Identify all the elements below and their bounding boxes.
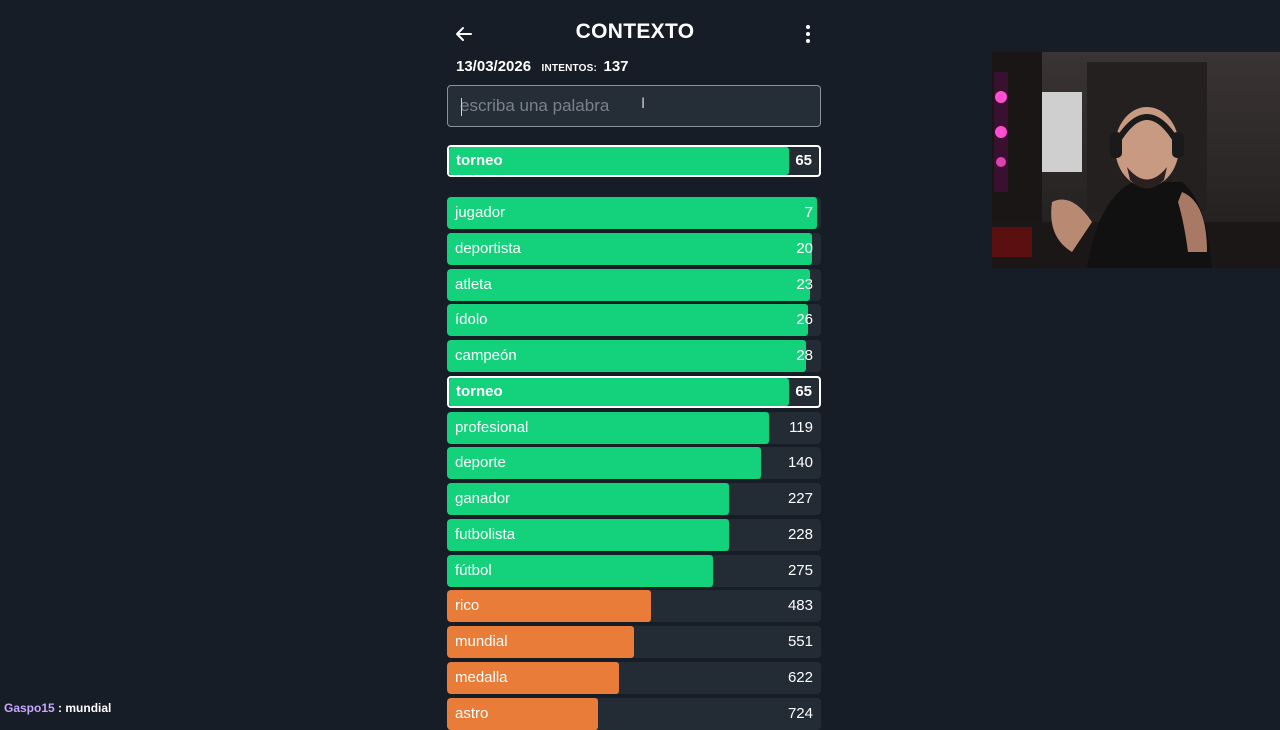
guess-rank: 7 xyxy=(804,204,813,221)
page-title: CONTEXTO xyxy=(575,20,695,43)
contexto-app: CONTEXTO 13/03/2026 INTENTOS: 137 I torn… xyxy=(446,0,824,730)
guess-similarity-bar xyxy=(447,626,634,658)
guess-row: jugador 7 xyxy=(447,197,821,229)
guess-word: deporte xyxy=(455,454,506,471)
guess-row: deporte 140 xyxy=(447,447,821,479)
guess-row: deportista 20 xyxy=(447,233,821,265)
guess-rank: 119 xyxy=(789,419,813,436)
guess-row: mundial 551 xyxy=(447,626,821,658)
guess-row: campeón 28 xyxy=(447,340,821,372)
last-guess-row: torneo 65 xyxy=(447,145,821,177)
guess-rank: 483 xyxy=(787,597,813,614)
guess-similarity-bar xyxy=(447,412,769,444)
attempts-count: 137 xyxy=(603,58,629,75)
guess-row: rico 483 xyxy=(447,590,821,622)
guess-rank: 140 xyxy=(787,454,813,471)
chat-username: Gaspo15 xyxy=(4,701,55,715)
guess-word: campeón xyxy=(455,347,517,364)
guess-word: ídolo xyxy=(455,311,488,328)
more-menu-icon[interactable] xyxy=(798,22,818,46)
guess-rank: 227 xyxy=(787,490,813,507)
guess-row: medalla 622 xyxy=(447,662,821,694)
word-input-box[interactable]: I xyxy=(447,85,821,127)
guess-word: fútbol xyxy=(455,562,492,579)
text-caret xyxy=(461,98,462,116)
guess-row: profesional 119 xyxy=(447,412,821,444)
webcam-scene xyxy=(992,52,1280,268)
guess-similarity-bar xyxy=(447,269,810,301)
guess-rank: 65 xyxy=(795,383,812,400)
guess-word: futbolista xyxy=(455,526,516,543)
guess-rank: 20 xyxy=(796,240,813,257)
guess-similarity-bar xyxy=(447,555,713,587)
guess-row: futbolista 228 xyxy=(447,519,821,551)
back-arrow-icon[interactable] xyxy=(452,18,480,50)
last-guess-rank: 65 xyxy=(795,152,812,169)
guess-similarity-bar xyxy=(447,519,730,551)
guess-similarity-bar xyxy=(447,590,651,622)
ibeam-cursor-icon: I xyxy=(641,96,646,112)
chat-message: Gaspo15 : mundial xyxy=(4,701,111,715)
guess-rank: 622 xyxy=(787,669,813,686)
guess-similarity-bar xyxy=(449,378,790,406)
guess-word: mundial xyxy=(455,633,508,650)
guess-word: ganador xyxy=(455,490,511,507)
guess-similarity-bar xyxy=(447,304,808,336)
guess-rank: 23 xyxy=(796,276,813,293)
chat-text: mundial xyxy=(65,701,112,715)
guess-rank: 724 xyxy=(787,705,813,722)
guess-row: astro 724 xyxy=(447,698,821,730)
last-guess-bar xyxy=(449,147,790,175)
chat-separator: : xyxy=(58,701,63,715)
guess-similarity-bar xyxy=(447,662,620,694)
guess-word: deportista xyxy=(455,240,521,257)
guess-similarity-bar xyxy=(447,340,807,372)
guess-row: torneo 65 xyxy=(447,376,821,408)
guess-word: rico xyxy=(455,597,480,614)
guess-similarity-bar xyxy=(447,447,762,479)
top-bar: CONTEXTO xyxy=(446,18,824,50)
guess-word: medalla xyxy=(455,669,508,686)
guess-row: ganador 227 xyxy=(447,483,821,515)
word-input[interactable] xyxy=(448,86,820,126)
webcam-overlay xyxy=(992,52,1280,268)
guess-similarity-bar xyxy=(447,233,812,265)
guess-row: fútbol 275 xyxy=(447,555,821,587)
guess-word: jugador xyxy=(455,204,506,221)
guess-rank: 26 xyxy=(796,311,813,328)
game-date: 13/03/2026 xyxy=(456,58,532,75)
last-guess-word: torneo xyxy=(456,152,503,169)
guess-word: torneo xyxy=(456,383,503,400)
guess-word: astro xyxy=(455,705,489,722)
guess-rank: 228 xyxy=(787,526,813,543)
guess-word: atleta xyxy=(455,276,492,293)
guess-similarity-bar xyxy=(447,483,730,515)
guess-row: ídolo 26 xyxy=(447,304,821,336)
guess-rank: 275 xyxy=(787,562,813,579)
guess-rank: 551 xyxy=(787,633,813,650)
guess-word: profesional xyxy=(455,419,529,436)
attempts-label: INTENTOS: xyxy=(541,63,598,74)
game-meta: 13/03/2026 INTENTOS: 137 xyxy=(456,58,629,78)
guess-similarity-bar xyxy=(447,197,818,229)
guess-row: atleta 23 xyxy=(447,269,821,301)
guess-rank: 28 xyxy=(796,347,813,364)
